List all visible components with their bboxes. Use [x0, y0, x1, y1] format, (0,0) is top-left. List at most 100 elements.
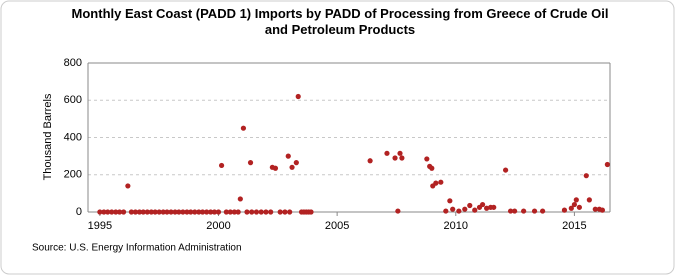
point: [308, 209, 314, 215]
point: [599, 207, 606, 213]
point: [132, 209, 139, 215]
point: [247, 160, 254, 166]
point: [282, 209, 288, 215]
point: [484, 205, 490, 211]
point: [568, 205, 574, 211]
point: [168, 209, 174, 215]
point: [521, 208, 527, 214]
point: [136, 209, 143, 215]
y-axis-label: Thousand Barrels: [42, 93, 54, 180]
point: [540, 208, 546, 214]
point: [277, 209, 283, 215]
point: [164, 209, 170, 215]
point: [571, 201, 578, 208]
point: [384, 150, 390, 156]
point: [253, 209, 260, 215]
point: [583, 173, 589, 179]
y-tick-label: 200: [64, 169, 82, 181]
point: [479, 201, 486, 208]
y-tick-label: 400: [64, 131, 82, 143]
point: [438, 179, 444, 185]
point: [223, 209, 229, 215]
point: [258, 209, 264, 215]
point: [208, 209, 214, 215]
point: [443, 208, 449, 214]
point: [240, 125, 247, 131]
point: [424, 156, 430, 162]
point: [472, 207, 478, 213]
point: [287, 209, 293, 215]
point: [503, 167, 509, 173]
point: [196, 209, 202, 215]
point: [215, 209, 222, 215]
point: [561, 207, 568, 213]
point: [180, 209, 186, 215]
point: [105, 209, 111, 215]
point: [531, 208, 538, 214]
point: [367, 158, 373, 164]
point: [592, 206, 598, 212]
point: [491, 204, 497, 210]
point: [211, 209, 218, 215]
source-note: Source: U.S. Energy Information Administ…: [32, 243, 242, 254]
point: [272, 165, 279, 171]
point: [227, 209, 233, 215]
x-tick-label: 2005: [325, 220, 349, 232]
point: [218, 162, 225, 169]
point: [192, 209, 198, 215]
point: [397, 150, 403, 156]
point: [295, 93, 301, 100]
point: [249, 209, 255, 215]
y-tick-label: 600: [64, 94, 82, 106]
point: [231, 209, 237, 215]
x-tick-label: 2000: [206, 220, 230, 232]
point: [109, 209, 115, 215]
point: [573, 197, 579, 203]
point: [429, 165, 435, 171]
point: [188, 209, 194, 215]
point: [152, 209, 158, 215]
point: [101, 209, 107, 215]
point: [462, 206, 468, 212]
point: [128, 209, 135, 215]
point: [204, 209, 210, 215]
point: [125, 183, 131, 189]
point: [160, 209, 166, 215]
point: [450, 206, 456, 212]
y-tick-label: 800: [64, 57, 82, 69]
point: [447, 198, 453, 204]
point: [172, 209, 178, 215]
point: [433, 180, 439, 186]
point: [200, 209, 206, 215]
point: [456, 208, 462, 214]
x-tick-label: 2010: [444, 220, 468, 232]
point: [97, 209, 103, 215]
x-tick-label: 2015: [562, 220, 586, 232]
point: [156, 209, 162, 215]
x-tick-label: 1995: [88, 220, 112, 232]
y-tick-label: 0: [76, 206, 82, 218]
point: [507, 208, 514, 214]
point: [140, 209, 146, 215]
point: [184, 209, 190, 215]
point: [289, 164, 295, 170]
point: [148, 209, 154, 215]
point: [604, 161, 610, 168]
point: [268, 209, 274, 215]
point: [285, 153, 291, 159]
point: [512, 208, 518, 214]
point: [244, 209, 250, 215]
point: [144, 209, 150, 215]
point: [576, 204, 582, 210]
point: [235, 209, 241, 215]
point: [467, 202, 473, 209]
point: [392, 155, 398, 161]
point: [113, 209, 119, 215]
point: [176, 209, 182, 215]
point: [399, 155, 405, 161]
point: [116, 209, 123, 215]
point: [120, 209, 127, 215]
